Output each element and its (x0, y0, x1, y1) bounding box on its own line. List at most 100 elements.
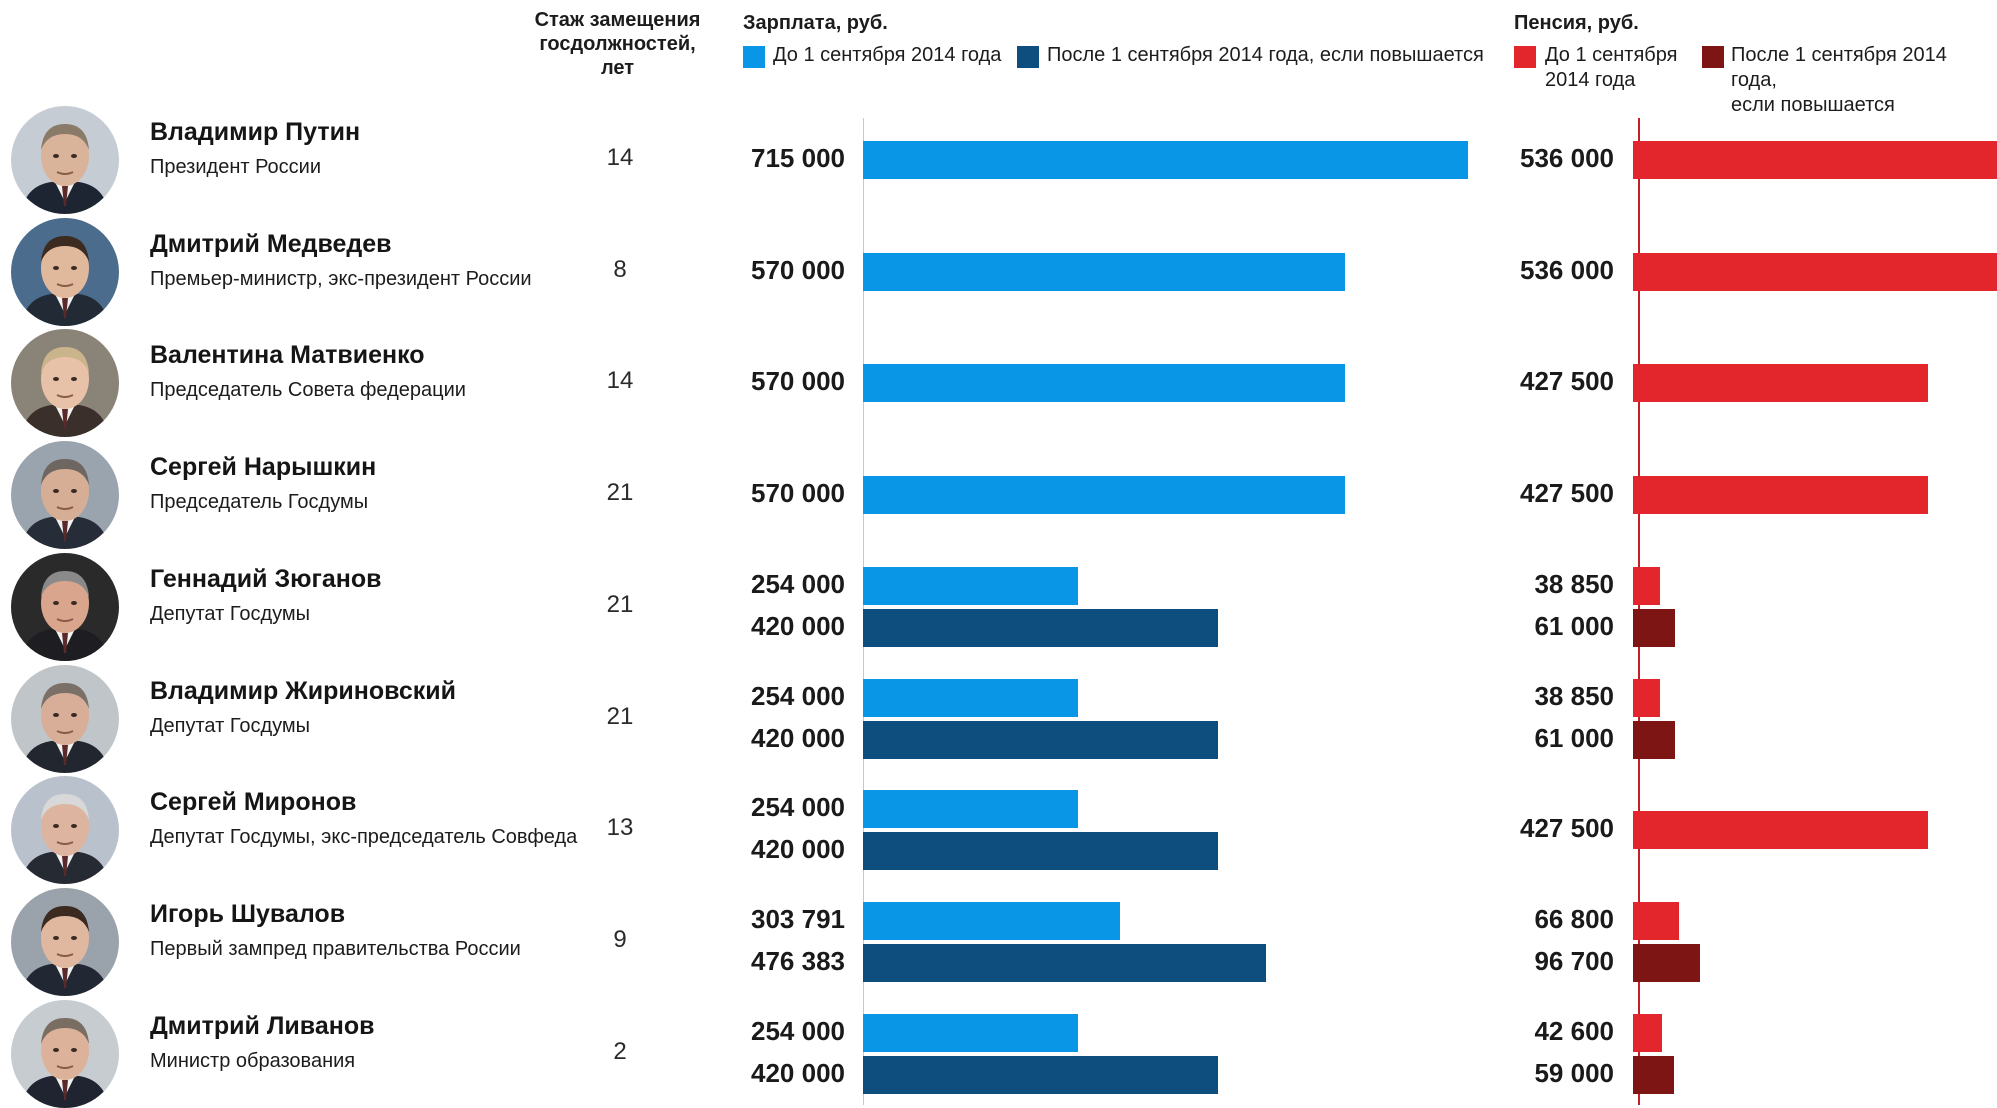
avatar-photo (11, 106, 119, 214)
avatar-portrait-icon (11, 887, 119, 996)
salary-after-bar (863, 832, 1219, 871)
salary-before-label: 570 000 (751, 254, 845, 285)
salary-after-bar (863, 1055, 1219, 1094)
avatar-photo (11, 217, 119, 326)
pension-before-label: 427 500 (1520, 813, 1614, 844)
pension-before-bar (1633, 678, 1660, 717)
pension-after-bar (1633, 608, 1676, 647)
person-role: Министр образования (150, 1049, 356, 1072)
salary-after-label: 420 000 (751, 834, 845, 865)
legend-salary-after: После 1 сентября 2014 года, если повышае… (1047, 44, 1484, 66)
tenure-value: 14 (606, 144, 634, 171)
salary-after-bar (863, 608, 1219, 647)
salary-before-bar (863, 141, 1468, 179)
salary-before-bar (863, 476, 1346, 515)
tenure-value: 2 (613, 1037, 627, 1065)
person-role: Депутат Госдумы, экс-председатель Совфед… (150, 826, 578, 849)
person-name: Дмитрий Медведев (150, 229, 392, 258)
pension-after-bar (1633, 1055, 1674, 1094)
pension-before-label: 38 850 (1534, 680, 1614, 711)
avatar-portrait-icon (11, 106, 119, 214)
salary-before-bar (863, 790, 1078, 829)
salary-before-label: 715 000 (751, 143, 845, 173)
pension-before-label: 536 000 (1520, 143, 1614, 173)
salary-before-label: 570 000 (751, 478, 845, 509)
salary-before-label: 570 000 (751, 366, 845, 397)
legend-pension-after: После 1 сентября 2014 года, если повышае… (1731, 43, 1997, 118)
salary-before-label: 303 791 (751, 903, 845, 934)
salary-before-bar (863, 252, 1346, 291)
person-role: Депутат Госдумы (150, 602, 311, 625)
salary-before-bar (863, 1013, 1078, 1052)
person-role: Президент России (150, 156, 322, 178)
pension-before-bar (1633, 901, 1680, 940)
avatar-portrait-icon (11, 552, 119, 661)
salary-before-bar (863, 678, 1078, 717)
salary-before-bar (863, 566, 1078, 605)
pension-before-label: 536 000 (1520, 254, 1614, 285)
person-name: Валентина Матвиенко (150, 341, 425, 370)
avatar-portrait-icon (11, 999, 119, 1108)
salary-after-bar (863, 943, 1267, 982)
person-role: Депутат Госдумы (150, 714, 311, 737)
salary-before-label: 254 000 (751, 680, 845, 711)
salary-header: Зарплата, руб. (743, 12, 888, 34)
tenure-value: 21 (606, 702, 634, 730)
avatar-photo (11, 329, 119, 438)
legend-pension-before: До 1 сентября 2014 года (1545, 43, 1677, 93)
tenure-header: Стаж замещения госдолжностей, лет (534, 9, 701, 79)
avatar-portrait-icon (11, 664, 119, 773)
person-role: Председатель Госдумы (150, 491, 369, 514)
pension-after-bar (1633, 943, 1700, 982)
pension-before-label: 427 500 (1520, 478, 1614, 509)
pension-before-label: 427 500 (1520, 366, 1614, 397)
legend-swatch-pension-before (1514, 46, 1536, 68)
avatar-portrait-icon (11, 217, 119, 326)
person-name: Игорь Шувалов (150, 899, 346, 928)
legend-swatch-salary-before (743, 46, 765, 68)
legend-pension-before-line2: 2014 года (1545, 69, 1636, 91)
pension-before-label: 42 600 (1534, 1015, 1614, 1046)
pension-before-bar (1633, 364, 1928, 403)
salary-before-label: 254 000 (751, 568, 845, 599)
pension-after-label: 61 000 (1534, 722, 1614, 753)
salary-after-bar (863, 720, 1219, 759)
avatar-photo (11, 441, 119, 550)
pension-after-label: 59 000 (1534, 1057, 1614, 1088)
pension-header: Пенсия, руб. (1514, 12, 1639, 34)
salary-after-label: 476 383 (751, 945, 845, 976)
person-role: Председатель Совета федерации (150, 379, 466, 402)
person-name: Владимир Жириновский (150, 676, 457, 705)
tenure-value: 9 (613, 925, 627, 953)
tenure-value: 21 (606, 479, 634, 507)
avatar-photo (11, 887, 119, 996)
pension-before-bar (1633, 566, 1660, 605)
pension-before-label: 38 850 (1534, 568, 1614, 599)
person-name: Владимир Путин (150, 118, 361, 146)
salary-before-bar (863, 364, 1346, 403)
person-name: Геннадий Зюганов (150, 564, 382, 593)
avatar-photo (11, 664, 119, 773)
pension-before-bar (1633, 476, 1928, 515)
legend-swatch-salary-after (1017, 46, 1039, 68)
salary-after-label: 420 000 (751, 722, 845, 753)
person-role: Первый зампред правительства России (150, 937, 521, 960)
legend-salary-before: До 1 сентября 2014 года (773, 44, 1002, 66)
avatar-portrait-icon (11, 441, 119, 550)
tenure-value: 21 (606, 590, 634, 618)
pension-before-bar (1633, 811, 1928, 850)
pension-after-label: 61 000 (1534, 610, 1614, 641)
avatar-portrait-icon (11, 776, 119, 885)
avatar-photo (11, 776, 119, 885)
avatar-photo (11, 999, 119, 1108)
tenure-value: 14 (606, 367, 634, 395)
pension-before-bar (1633, 141, 1997, 179)
person-name: Сергей Нарышкин (150, 453, 377, 482)
salary-before-label: 254 000 (751, 792, 845, 823)
tenure-value: 13 (606, 814, 634, 842)
tenure-value: 8 (613, 255, 627, 283)
person-role: Премьер-министр, экс-президент России (150, 267, 532, 290)
avatar-photo (11, 552, 119, 661)
salary-after-label: 420 000 (751, 1057, 845, 1088)
